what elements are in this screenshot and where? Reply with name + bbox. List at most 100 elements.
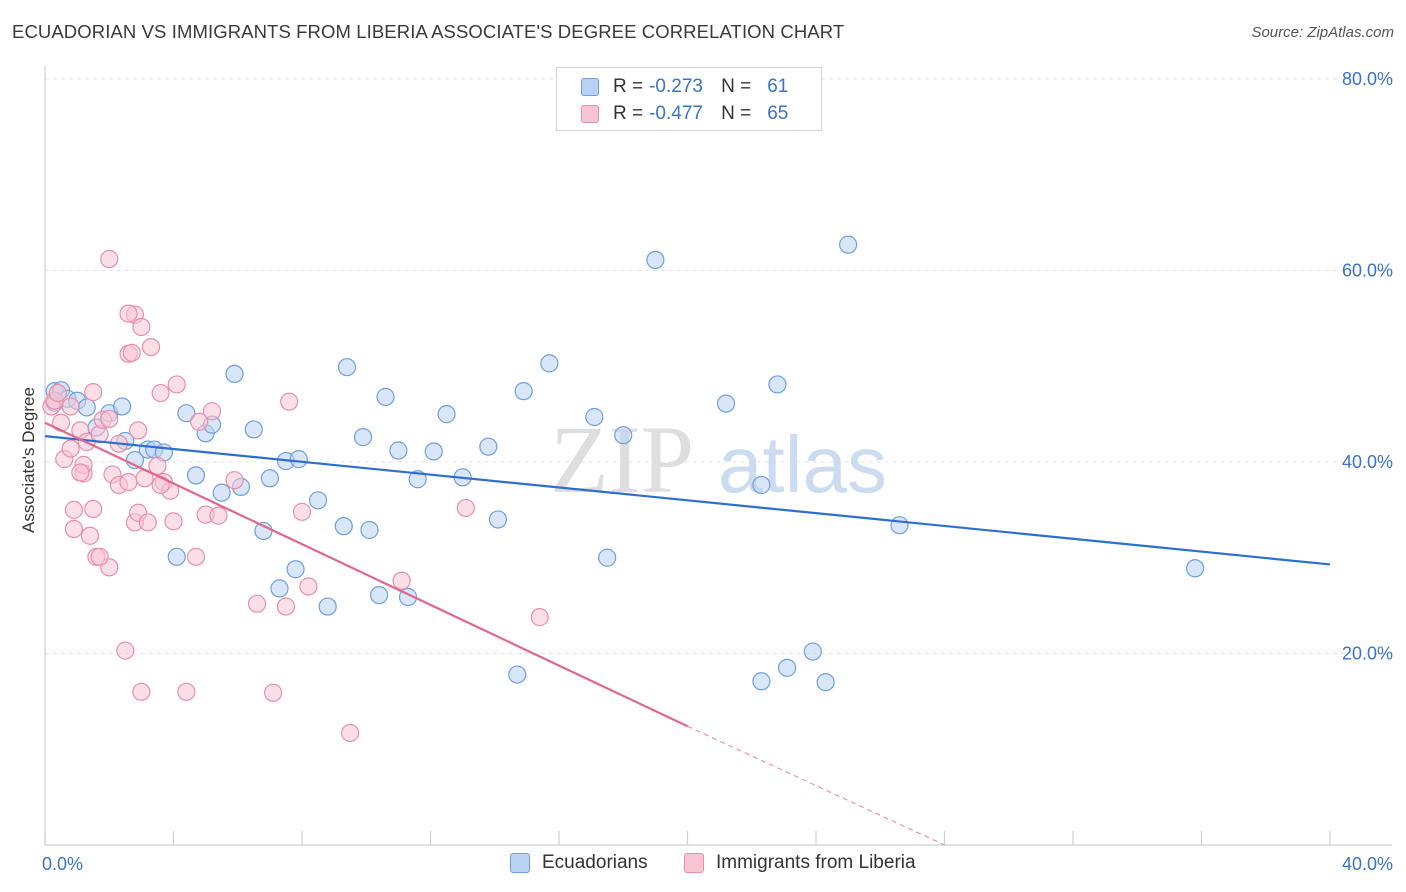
point-liberia — [177, 682, 196, 701]
point-ecuadorian — [370, 585, 389, 605]
series-legend: Ecuadorians Immigrants from Liberia — [0, 852, 1406, 876]
point-ecuadorian — [839, 235, 858, 254]
point-liberia — [64, 500, 84, 519]
x-tick-label: 40.0% — [1342, 854, 1393, 874]
point-ecuadorian — [286, 560, 305, 579]
point-ecuadorian — [768, 375, 787, 394]
point-ecuadorian — [540, 354, 559, 373]
tick-labels: 20.0% 40.0% 60.0% 80.0% 0.0% 40.0% — [42, 69, 1393, 874]
point-liberia — [64, 519, 84, 539]
point-liberia — [61, 397, 80, 416]
point-ecuadorian — [716, 394, 736, 413]
point-liberia — [48, 383, 67, 403]
point-liberia — [263, 683, 283, 702]
point-ecuadorian — [360, 520, 379, 540]
point-ecuadorian — [244, 420, 263, 439]
legend-item-ecuadorians: Ecuadorians — [510, 852, 648, 874]
legend-label-ecuadorians: Ecuadorians — [542, 852, 648, 873]
point-liberia — [341, 723, 360, 743]
point-ecuadorian — [337, 358, 357, 377]
point-liberia — [132, 682, 151, 701]
point-liberia — [129, 421, 148, 440]
y-axis-label: Associate's Degree — [19, 387, 38, 533]
point-ecuadorian — [353, 428, 373, 447]
legend-r-label: R = — [613, 103, 644, 124]
legend-swatch-blue — [581, 78, 599, 96]
point-liberia — [167, 375, 186, 394]
point-ecuadorian — [376, 387, 395, 406]
chart-title: ECUADORIAN VS IMMIGRANTS FROM LIBERIA AS… — [12, 21, 845, 42]
liberia-points — [42, 249, 549, 743]
point-ecuadorian — [598, 548, 617, 567]
watermark-atlas: atlas — [718, 420, 887, 509]
source-note: Source: ZipAtlas.com — [1251, 24, 1394, 41]
legend-n-value: 61 — [767, 76, 789, 97]
point-liberia — [148, 456, 167, 475]
point-liberia — [100, 409, 119, 429]
point-ecuadorian — [488, 510, 508, 529]
point-liberia — [292, 502, 312, 521]
point-ecuadorian — [479, 437, 498, 456]
point-ecuadorian — [308, 491, 328, 510]
y-tick-label: 20.0% — [1342, 644, 1393, 664]
legend-n-value: 65 — [767, 103, 789, 124]
legend-r-label: R = — [613, 76, 644, 97]
trend-line-liberia — [44, 421, 688, 728]
point-ecuadorian — [752, 475, 771, 495]
point-ecuadorian — [437, 405, 456, 424]
point-liberia — [280, 392, 299, 411]
point-liberia — [132, 317, 151, 337]
point-ecuadorian — [752, 672, 771, 691]
point-ecuadorian — [424, 442, 443, 461]
trend-line-liberia-extension — [687, 725, 945, 846]
point-ecuadorian — [289, 450, 308, 469]
legend-swatch-pink — [684, 853, 704, 873]
point-ecuadorian — [646, 250, 665, 270]
point-ecuadorian — [508, 665, 527, 684]
point-liberia — [90, 547, 109, 566]
point-liberia — [119, 473, 138, 492]
point-liberia — [116, 641, 135, 660]
point-liberia — [225, 471, 244, 490]
legend-row-liberia: R = -0.477 N = 65 — [581, 102, 788, 126]
y-tick-label: 40.0% — [1342, 452, 1393, 472]
point-liberia — [456, 498, 475, 518]
y-tick-label: 80.0% — [1342, 69, 1393, 89]
point-liberia — [119, 304, 138, 323]
point-liberia — [84, 499, 103, 519]
point-ecuadorian — [777, 658, 797, 677]
point-liberia — [530, 608, 549, 627]
point-ecuadorian — [816, 673, 835, 692]
point-ecuadorian — [614, 426, 633, 445]
point-ecuadorian — [260, 469, 279, 488]
point-ecuadorian — [167, 547, 186, 566]
point-liberia — [247, 594, 267, 613]
point-ecuadorian — [77, 398, 96, 417]
watermark-zip: ZIP — [550, 406, 694, 513]
point-ecuadorian — [389, 441, 408, 460]
point-liberia — [209, 506, 228, 525]
legend-row-ecuadorians: R = -0.273 N = 61 — [581, 75, 788, 99]
point-liberia — [141, 338, 161, 357]
point-ecuadorian — [212, 483, 231, 502]
legend-swatch-blue — [510, 853, 530, 873]
point-ecuadorian — [225, 364, 244, 384]
point-ecuadorian — [186, 466, 206, 485]
point-liberia — [186, 547, 206, 566]
point-liberia — [190, 412, 209, 431]
x-tick-label: 0.0% — [42, 854, 83, 874]
point-liberia — [61, 439, 80, 458]
point-liberia — [138, 513, 157, 532]
point-ecuadorian — [112, 397, 132, 416]
y-tick-label: 60.0% — [1342, 261, 1393, 281]
point-ecuadorian — [1185, 559, 1205, 578]
trend-lines — [44, 421, 1331, 846]
point-ecuadorian — [803, 642, 822, 661]
legend-n-label: N = — [721, 76, 752, 97]
grid-lines — [45, 78, 1392, 654]
legend-r-value: -0.273 — [649, 76, 703, 97]
point-liberia — [122, 343, 141, 362]
point-liberia — [299, 577, 318, 596]
point-ecuadorian — [270, 579, 289, 598]
